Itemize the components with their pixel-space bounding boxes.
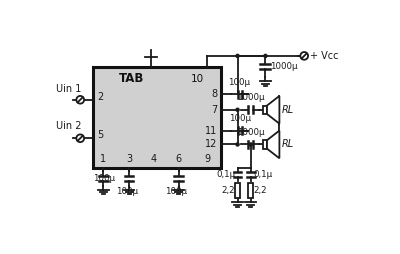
Bar: [263, 140, 267, 149]
Text: 8: 8: [211, 89, 218, 99]
Polygon shape: [267, 96, 279, 124]
Circle shape: [264, 54, 267, 57]
Bar: [248, 183, 254, 198]
Polygon shape: [267, 131, 279, 158]
Circle shape: [236, 143, 239, 146]
Text: 7: 7: [211, 105, 218, 115]
Text: 100µ: 100µ: [228, 78, 250, 87]
Bar: [235, 183, 240, 198]
Text: 4: 4: [151, 154, 157, 164]
Text: 100µ: 100µ: [116, 187, 138, 196]
Text: 2,2: 2,2: [222, 186, 235, 195]
Text: Uin 1: Uin 1: [56, 84, 82, 94]
Bar: [263, 106, 267, 114]
Text: 1000µ: 1000µ: [236, 128, 264, 137]
Text: 2,2: 2,2: [253, 186, 267, 195]
Text: 2: 2: [97, 92, 104, 102]
Text: 9: 9: [204, 154, 210, 164]
Circle shape: [76, 96, 84, 104]
Text: Uin 2: Uin 2: [56, 121, 82, 131]
Text: RL: RL: [282, 105, 294, 115]
Text: 10: 10: [191, 74, 204, 84]
Text: 6: 6: [176, 154, 182, 164]
Text: + Vcc: + Vcc: [310, 51, 338, 61]
Text: 5: 5: [97, 130, 104, 140]
Text: 0,1µ: 0,1µ: [216, 170, 235, 179]
Text: 1: 1: [100, 154, 106, 164]
Circle shape: [249, 143, 252, 146]
Circle shape: [236, 54, 239, 57]
Text: 1000µ: 1000µ: [270, 62, 298, 71]
Text: 1000µ: 1000µ: [236, 93, 264, 102]
Circle shape: [236, 108, 239, 111]
Text: 3: 3: [126, 154, 132, 164]
Circle shape: [76, 134, 84, 142]
Circle shape: [300, 52, 308, 60]
Bar: [93, 68, 220, 168]
Text: RL: RL: [282, 139, 294, 149]
Text: 100µ: 100µ: [93, 174, 115, 183]
Text: 11: 11: [205, 125, 218, 136]
Text: 100µ: 100µ: [165, 187, 187, 196]
Text: 0,1µ: 0,1µ: [253, 170, 272, 179]
Text: 100µ: 100µ: [229, 114, 251, 123]
Text: TAB: TAB: [119, 72, 144, 86]
Text: 12: 12: [205, 139, 218, 149]
